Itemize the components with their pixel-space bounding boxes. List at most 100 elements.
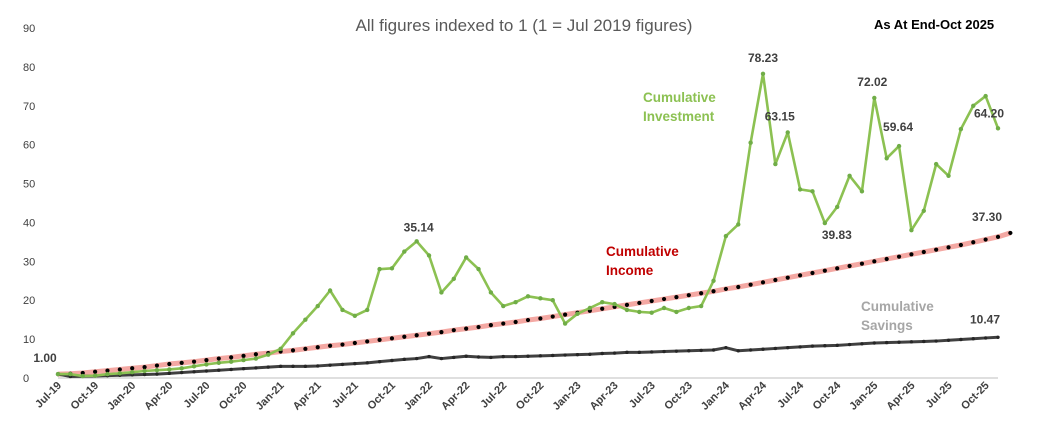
series-name-label: Investment xyxy=(643,109,715,124)
investment-point xyxy=(365,307,370,313)
income-point xyxy=(563,312,568,317)
savings-point xyxy=(501,354,505,359)
savings-point xyxy=(402,357,407,362)
savings-point xyxy=(575,352,580,357)
investment-point xyxy=(303,317,308,322)
income-point xyxy=(785,275,790,280)
savings-point xyxy=(897,340,901,344)
income-point xyxy=(513,319,518,325)
x-tick-label: Oct-22 xyxy=(514,380,547,413)
income-point xyxy=(958,242,963,248)
investment-point xyxy=(884,156,889,161)
income-point xyxy=(934,247,939,252)
savings-point xyxy=(625,350,629,355)
income-point xyxy=(229,355,234,360)
investment-point xyxy=(810,189,815,194)
income-point xyxy=(216,356,221,361)
data-labels: 1.00 35.14 78.23 63.15 39.83 72.02 59.64 64.20 3… xyxy=(33,51,1004,365)
investment-point xyxy=(377,266,382,272)
savings-point xyxy=(365,361,369,365)
income-point xyxy=(723,286,728,292)
income-point xyxy=(835,266,840,271)
x-tick-label: Oct-23 xyxy=(662,380,695,413)
income-point xyxy=(637,300,642,306)
savings-point xyxy=(736,349,740,353)
investment-point xyxy=(501,303,506,309)
investment-point xyxy=(748,140,753,145)
income-point xyxy=(142,365,147,370)
income-point xyxy=(426,331,432,336)
investment-point xyxy=(921,208,926,213)
investment-point xyxy=(711,278,716,283)
investment-point xyxy=(785,130,790,135)
investment-point xyxy=(760,71,766,76)
savings-point xyxy=(847,342,852,347)
investment-point xyxy=(637,309,642,315)
data-label: 39.83 xyxy=(822,228,852,242)
income-point xyxy=(921,249,926,255)
investment-point xyxy=(389,266,395,271)
investment-point xyxy=(686,305,691,311)
data-label: 1.00 xyxy=(33,351,57,365)
investment-point xyxy=(68,371,73,377)
savings-point xyxy=(439,356,444,361)
investment-point xyxy=(402,249,407,254)
investment-point xyxy=(835,204,840,210)
income-point xyxy=(674,295,679,300)
investment-point xyxy=(674,309,679,315)
investment-point xyxy=(488,290,494,295)
savings-point xyxy=(971,337,975,341)
investment-point xyxy=(575,311,580,317)
savings-point xyxy=(600,351,604,356)
income-point xyxy=(365,339,370,344)
series-name-label: Cumulative xyxy=(643,90,716,105)
investment-point xyxy=(971,103,976,108)
x-tick-label: Jul-22 xyxy=(478,380,509,411)
income-point xyxy=(80,370,85,376)
savings-point xyxy=(316,364,320,368)
savings-point xyxy=(761,347,765,351)
x-tick-label: Jul-23 xyxy=(627,380,658,411)
savings-point xyxy=(884,340,889,345)
investment-point xyxy=(179,366,184,371)
income-point xyxy=(464,326,469,331)
x-tick-label: Jan-22 xyxy=(402,380,435,413)
savings-point xyxy=(588,352,592,356)
income-point xyxy=(909,252,914,257)
data-label: 35.14 xyxy=(404,220,434,234)
savings-point xyxy=(340,362,345,367)
savings-point xyxy=(291,364,295,369)
series-name-label: Savings xyxy=(861,318,913,333)
y-tick-label: 0 xyxy=(23,373,29,385)
series-names: Cumulative Investment Cumulative Income Cumu… xyxy=(606,90,934,333)
savings-point xyxy=(724,345,728,350)
investment-point xyxy=(142,368,147,374)
investment-point xyxy=(872,95,877,101)
investment-point xyxy=(266,352,271,357)
savings-point xyxy=(328,363,332,367)
investment-point xyxy=(414,239,419,244)
income-point xyxy=(686,293,691,298)
investment-point xyxy=(278,346,283,352)
x-tick-label: Jul-20 xyxy=(182,380,213,411)
data-label: 78.23 xyxy=(748,51,778,65)
investment-point xyxy=(327,288,333,293)
savings-point xyxy=(563,353,567,357)
income-point xyxy=(649,298,654,304)
data-label: 37.30 xyxy=(972,210,1002,224)
income-point xyxy=(971,240,976,245)
data-label: 59.64 xyxy=(883,120,913,134)
x-tick-label: Jan-24 xyxy=(699,379,733,413)
income-point xyxy=(661,296,667,302)
y-tick-label: 30 xyxy=(23,256,35,268)
savings-point xyxy=(229,367,233,372)
investment-point xyxy=(253,356,259,361)
savings-point xyxy=(786,345,790,350)
investment-point xyxy=(92,373,98,378)
x-tick-label: Oct-19 xyxy=(69,380,102,413)
savings-point xyxy=(909,340,914,344)
investment-point xyxy=(859,189,865,194)
savings-point xyxy=(167,371,172,376)
investment-point xyxy=(117,371,123,376)
